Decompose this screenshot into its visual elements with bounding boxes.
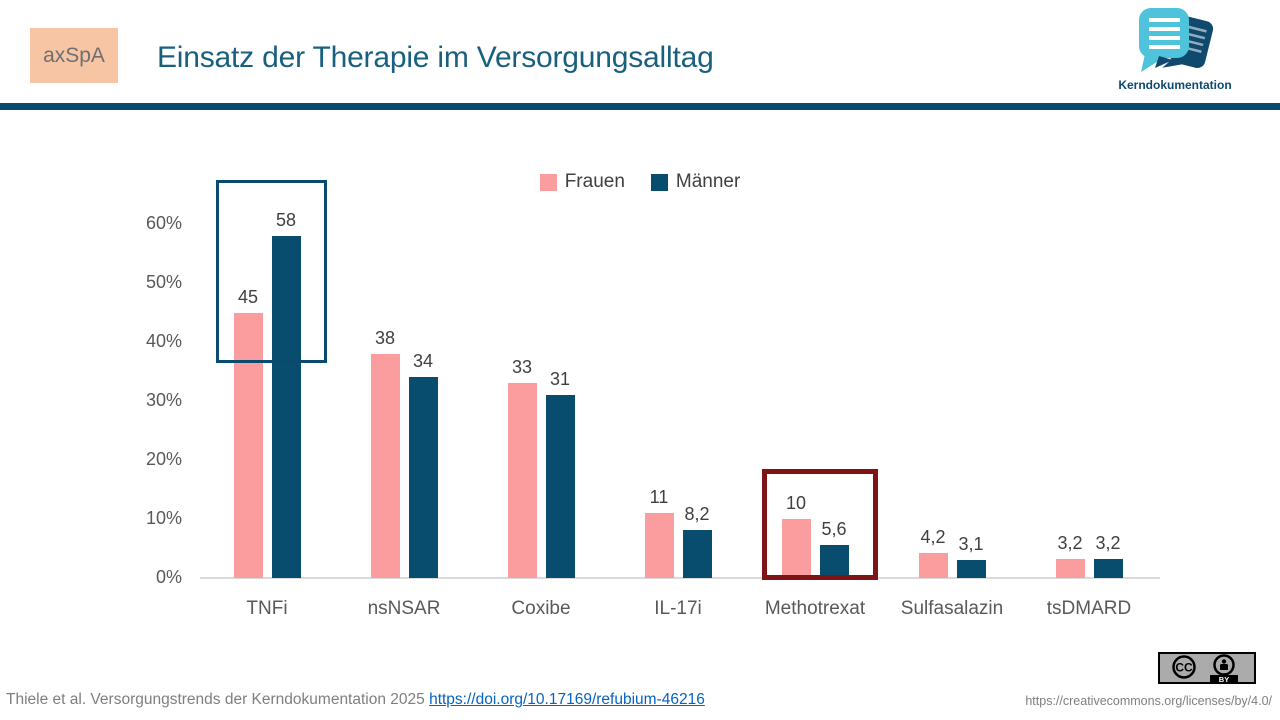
value-label-m-nner-nsnsar: 34 [412,351,434,372]
bar-chart: Frauen Männer 0% 10% 20% 30% 40% 50% 60% 45 58 TNFi… [0,110,1280,650]
bar-frauen-il-17i [644,513,674,578]
y-tick-10: 10% [145,508,182,528]
tnfi-highlight-box [216,180,327,363]
y-tick-0: 0% [155,567,182,587]
cc-by-badge[interactable]: CC BY [1158,652,1256,689]
y-tick-60: 60% [145,213,182,233]
y-tick-30: 30% [145,390,182,410]
bar-m-nner-tnfi [271,235,301,578]
value-label-frauen-tnfi: 45 [237,286,259,307]
legend-swatch-frauen [539,173,557,191]
bar-m-nner-il-17i [682,529,712,578]
value-label-frauen-il-17i: 11 [649,487,669,508]
citation-text: Thiele et al. Versorgungstrends der Kern… [6,691,425,708]
category-label-sulfasalazin: Sulfasalazin [900,598,1004,619]
bar-frauen-tnfi [233,312,263,578]
x-axis-line [200,577,1160,579]
value-label-frauen-tsdmard: 3,2 [1057,533,1083,554]
legend-item-frauen: Frauen [539,171,625,193]
value-label-m-nner-il-17i: 8,2 [684,503,710,524]
category-label-tnfi: TNFi [246,598,288,619]
svg-text:CC: CC [1175,661,1193,675]
value-label-frauen-coxibe: 33 [511,357,533,378]
bar-frauen-nsnsar [370,353,400,578]
logo-text: Kerndokumentation [1118,78,1232,92]
category-label-coxibe: Coxibe [511,598,571,619]
axspa-badge: axSpA [30,28,118,83]
bar-frauen-sulfasalazin [918,553,948,578]
bar-m-nner-sulfasalazin [956,559,986,578]
value-label-m-nner-methotrexat: 5,6 [821,518,847,539]
category-label-il-17i: IL-17i [654,598,702,619]
legend-swatch-m-nner [650,173,668,191]
value-label-m-nner-tnfi: 58 [275,209,297,230]
y-tick-40: 40% [145,331,182,351]
svg-text:BY: BY [1219,675,1229,684]
bar-m-nner-nsnsar [408,377,438,578]
legend-label-m-nner: Männer [675,171,741,192]
page-title: Einsatz der Therapie im Versorgungsallta… [157,41,714,74]
value-label-frauen-nsnsar: 38 [374,327,396,348]
axspa-badge-label: axSpA [43,43,105,67]
kerndokumentation-logo: Kerndokumentation [1105,6,1245,92]
value-label-m-nner-sulfasalazin: 3,1 [958,533,984,554]
bar-m-nner-methotrexat [819,544,849,578]
bar-m-nner-tsdmard [1093,559,1123,578]
bar-frauen-tsdmard [1055,559,1085,578]
license-url[interactable]: https://creativecommons.org/licenses/by/… [1025,694,1272,708]
bar-m-nner-coxibe [545,395,575,578]
value-label-m-nner-coxibe: 31 [549,369,571,390]
value-label-frauen-methotrexat: 10 [785,493,807,513]
legend-label-frauen: Frauen [564,171,625,192]
y-tick-50: 50% [145,272,182,292]
bar-frauen-methotrexat [781,519,811,578]
value-label-m-nner-tsdmard: 3,2 [1095,533,1121,554]
chart-legend: Frauen Männer [0,171,1280,193]
y-tick-20: 20% [145,449,182,469]
value-label-frauen-sulfasalazin: 4,2 [920,527,946,548]
methotrexat-highlight-box [762,469,878,580]
cc-by-icon: CC BY [1158,652,1256,684]
header-divider [0,103,1280,110]
doi-link[interactable]: https://doi.org/10.17169/refubium-46216 [429,691,705,708]
category-label-tsdmard: tsDMARD [1046,598,1132,619]
speech-bubbles-logo-icon [1139,8,1214,72]
category-label-methotrexat: Methotrexat [764,598,866,619]
category-label-nsnsar: nsNSAR [367,598,441,619]
citation: Thiele et al. Versorgungstrends der Kern… [6,691,705,709]
bar-frauen-coxibe [507,383,537,578]
legend-item-m-nner: Männer [650,171,741,193]
